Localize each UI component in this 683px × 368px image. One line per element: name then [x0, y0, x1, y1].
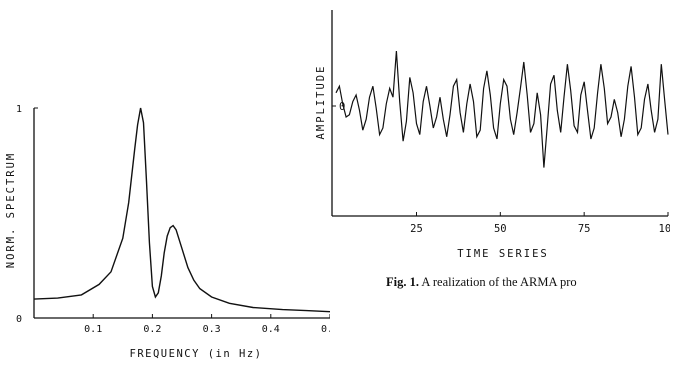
time-series-chart: 25 50 75 100 0 AMPLITUDE TIME SERIES	[315, 10, 670, 260]
time-series-y-tick-label: 0	[339, 101, 345, 113]
spectrum-y-tick-label: 1	[16, 104, 22, 115]
spectrum-series-line	[33, 107, 330, 313]
caption-lead: Fig. 1.	[386, 275, 419, 289]
spectrum-x-tick-label: 0.3	[203, 324, 221, 335]
spectrum-x-tick-label: 0.1	[84, 324, 102, 335]
spectrum-chart: 0.1 0.2 0.3 0.4 0.5 0 1 NORM. SPECTRUM FREQUEN…	[5, 104, 330, 360]
caption-text: A realization of the ARMA pro	[418, 275, 577, 289]
time-series-x-tick-label: 100	[659, 223, 670, 235]
time-series-x-tick-label: 25	[410, 223, 423, 235]
spectrum-tick-labels: 0.1 0.2 0.3 0.4 0.5 0 1	[16, 104, 330, 335]
time-series-xlabel: TIME SERIES	[457, 248, 549, 260]
time-series-tick-labels: 25 50 75 100 0	[339, 101, 670, 235]
spectrum-ylabel: NORM. SPECTRUM	[5, 152, 17, 269]
spectrum-x-tick-label: 0.4	[262, 324, 280, 335]
spectrum-y-tick-label: 0	[16, 314, 22, 325]
time-series-x-tick-label: 50	[494, 223, 507, 235]
time-series-line	[335, 50, 669, 168]
time-series-axes	[331, 10, 669, 217]
spectrum-x-tick-label: 0.5	[321, 324, 330, 335]
time-series-x-tick-label: 75	[578, 223, 591, 235]
spectrum-xlabel: FREQUENCY (in Hz)	[130, 348, 263, 360]
time-series-ylabel: AMPLITUDE	[315, 65, 327, 140]
spectrum-axes	[33, 107, 330, 319]
figure-caption: Fig. 1. A realization of the ARMA pro	[386, 274, 683, 291]
spectrum-x-tick-label: 0.2	[143, 324, 161, 335]
